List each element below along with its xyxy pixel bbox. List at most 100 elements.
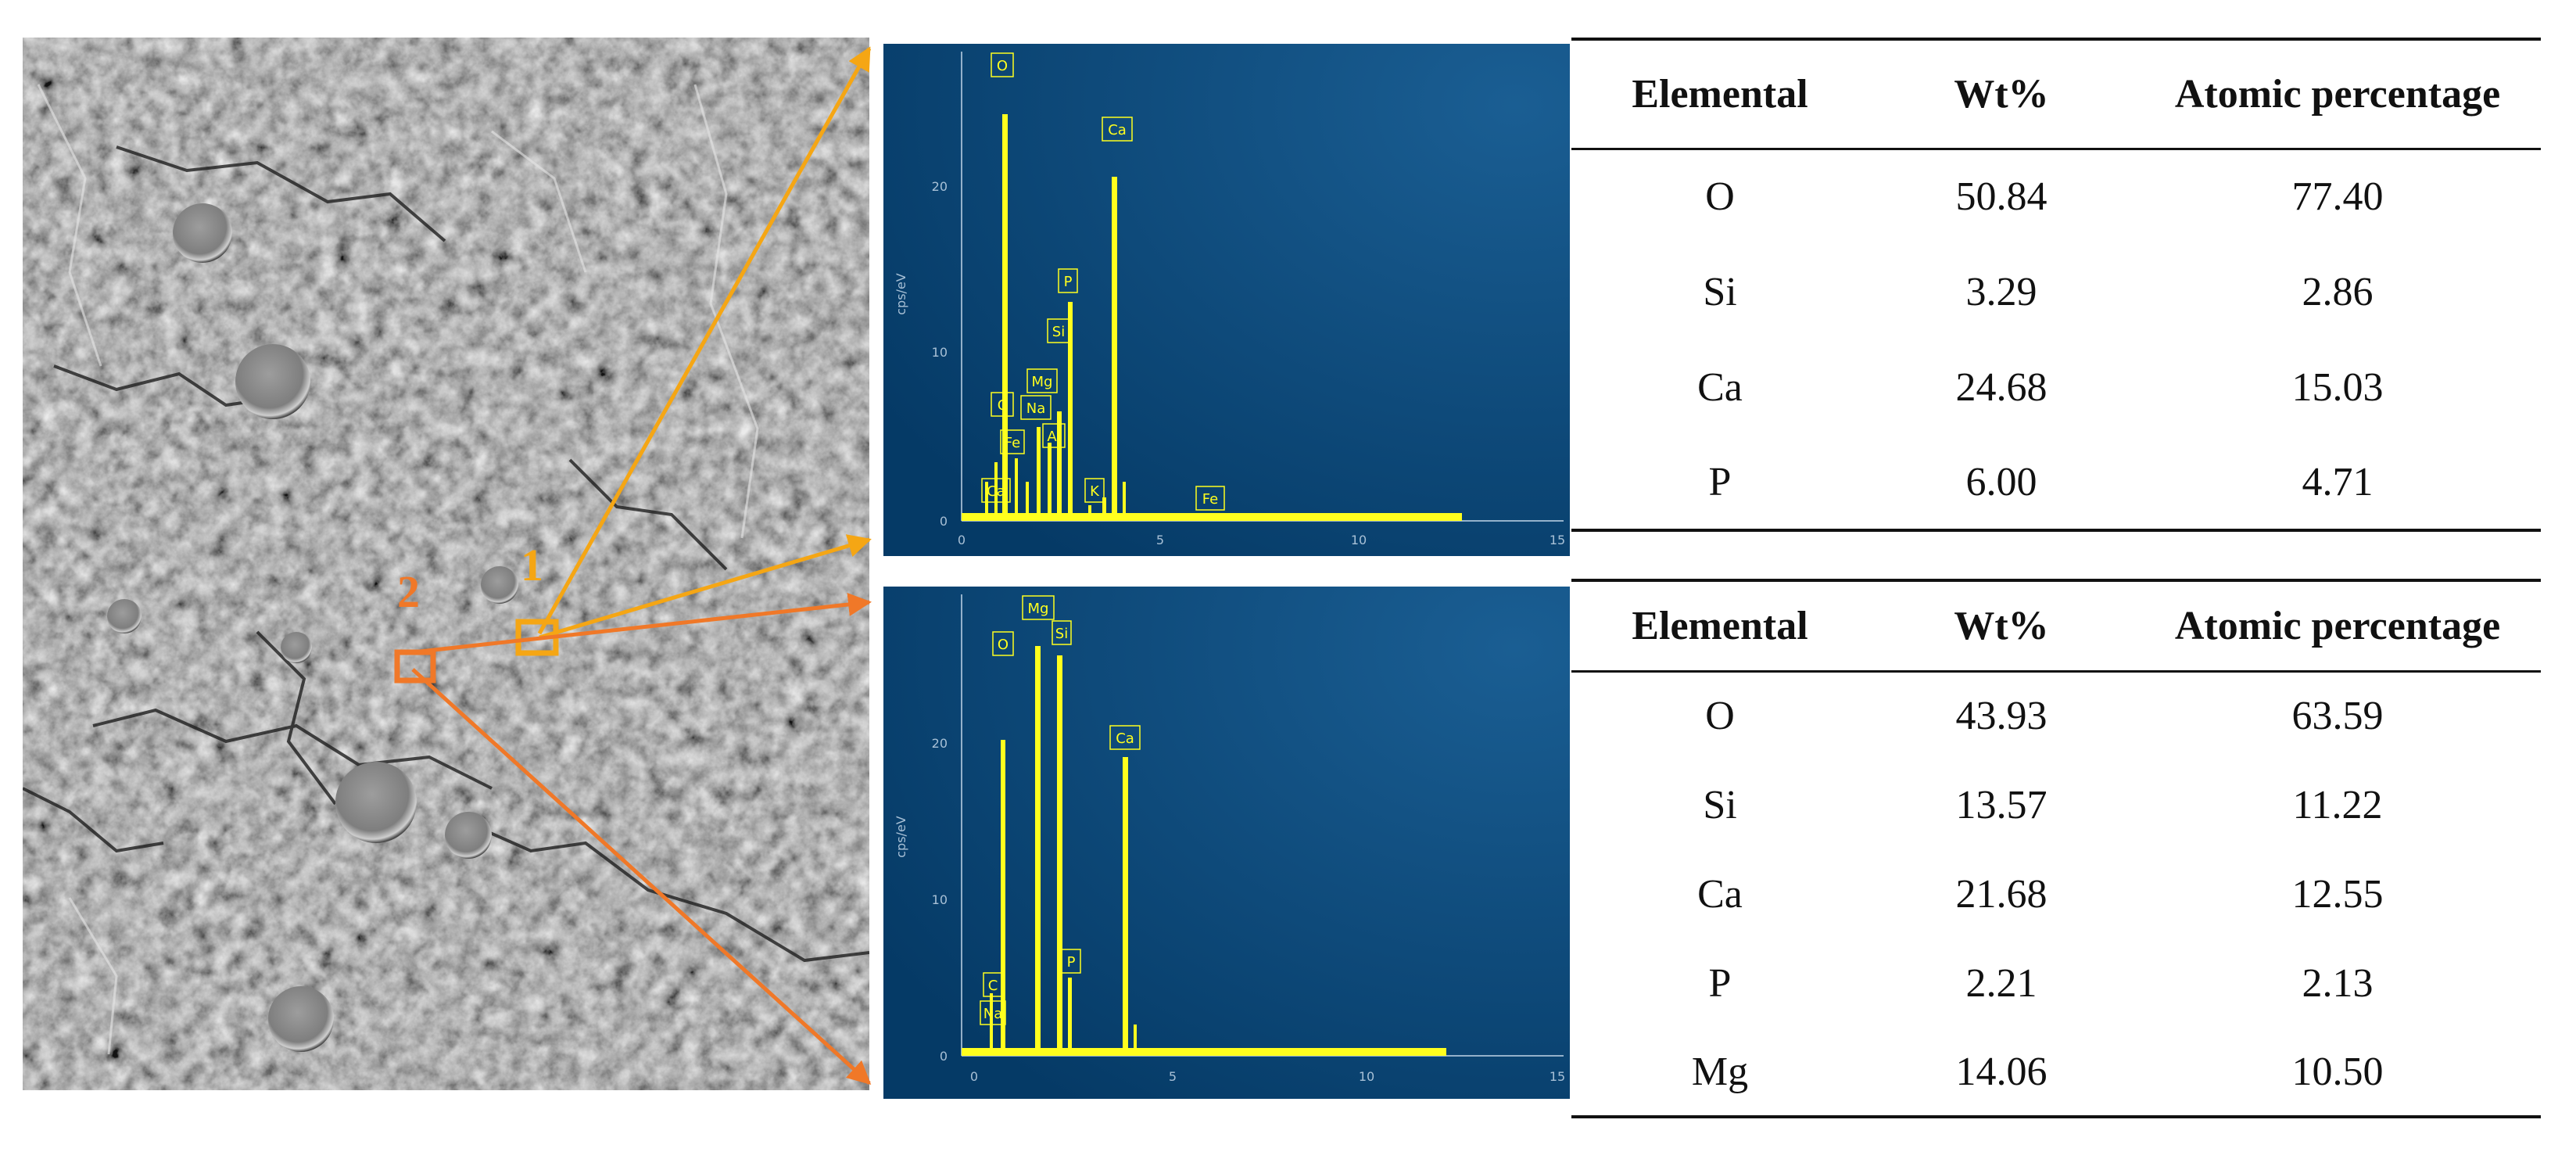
peak [1134, 1025, 1137, 1056]
y-axis-label: cps/eV [894, 273, 908, 315]
peak [1057, 411, 1062, 521]
x-tick-label: 0 [970, 1069, 978, 1084]
sem-texture [23, 38, 869, 1090]
peak [1068, 302, 1073, 521]
atomic-cell: 77.40 [2291, 174, 2384, 220]
peak-label: C [988, 978, 998, 994]
wt-cell: 24.68 [1955, 364, 2048, 410]
peak-label: Fe [1005, 435, 1020, 451]
table-header-row: Elemental Wt% Atomic percentage [1571, 580, 2541, 673]
peak-label: Mg [1032, 374, 1053, 390]
table-row: Ca 21.68 12.55 [1571, 849, 2541, 938]
atomic-cell: 4.71 [2302, 459, 2374, 504]
peak [985, 482, 988, 521]
table-row: Ca 24.68 15.03 [1571, 339, 2541, 435]
peak-label: Si [1052, 324, 1065, 340]
element-cell: Si [1703, 782, 1737, 827]
table-row: Mg 14.06 10.50 [1571, 1028, 2541, 1117]
peak-label: Ca [1108, 122, 1127, 138]
peak [1035, 646, 1041, 1056]
element-cell: P [1708, 459, 1732, 504]
element-cell: O [1705, 174, 1735, 220]
y-tick-label: 20 [932, 736, 948, 751]
peak [1026, 482, 1029, 521]
y-tick-label: 10 [932, 892, 948, 907]
peak-label: C [998, 397, 1008, 414]
y-tick-label: 20 [932, 179, 948, 194]
atomic-cell: 2.13 [2302, 960, 2374, 1006]
wt-cell: 21.68 [1955, 871, 2048, 917]
peak-label: Na [1026, 400, 1046, 417]
peak-label: K [1090, 483, 1100, 500]
peak-label: P [1064, 274, 1073, 290]
peak-label: O [997, 58, 1008, 74]
atomic-cell: 2.86 [2302, 269, 2374, 314]
element-cell: O [1705, 694, 1735, 739]
table-header-row: Elemental Wt% Atomic percentage [1571, 39, 2541, 150]
table-row: P 6.00 4.71 [1571, 435, 2541, 530]
x-tick-label: 10 [1359, 1069, 1374, 1084]
table-row: Si 3.29 2.86 [1571, 244, 2541, 339]
peak-labels [980, 595, 1141, 1025]
table-row: P 2.21 2.13 [1571, 938, 2541, 1028]
peak-label: Ca [1116, 730, 1134, 747]
header-elemental: Elemental [1571, 39, 1868, 150]
peak [1048, 443, 1052, 521]
atomic-cell: 11.22 [2292, 782, 2383, 827]
y-tick-label: 0 [940, 514, 948, 529]
header-atomic-percentage: Atomic percentage [2134, 580, 2541, 673]
table-row: O 43.93 63.59 [1571, 671, 2541, 760]
peak-label: P [1067, 954, 1076, 971]
header-atomic-percentage: Atomic percentage [2134, 39, 2541, 150]
wt-cell: 14.06 [1955, 1049, 2048, 1094]
peak-label: Fe [1202, 491, 1218, 508]
spectrum-trace [962, 114, 1462, 521]
spectrum-background [883, 587, 1570, 1099]
y-axis-label: cps/eV [894, 816, 908, 858]
atomic-cell: 10.50 [2291, 1049, 2384, 1094]
atomic-cell: 15.03 [2291, 364, 2384, 410]
peak [1001, 740, 1005, 1056]
peak-label: Ca [987, 483, 1005, 500]
spectrum-baseline [962, 1048, 1446, 1056]
y-tick-label: 10 [932, 345, 948, 360]
peak [1057, 655, 1062, 1056]
peak-label: Al [1047, 429, 1060, 445]
peak [1002, 114, 1008, 521]
spectrum-baseline [962, 513, 1462, 521]
peak-label: Mg [1028, 601, 1049, 617]
x-tick-label: 5 [1156, 533, 1164, 547]
peak-label: O [998, 637, 1009, 653]
eds-spectrum-1: 0 10 20 0 5 10 15 cps/eV [883, 44, 1570, 556]
x-tick-label: 5 [1169, 1069, 1177, 1084]
header-wt-percent: Wt% [1868, 580, 2134, 673]
peak-label: Na [983, 1006, 1003, 1022]
x-tick-label: 0 [958, 533, 966, 547]
peak [1123, 482, 1126, 521]
peak [1015, 458, 1018, 521]
eds-table-1: Elemental Wt% Atomic percentage O 50.84 … [1571, 38, 2541, 532]
atomic-cell: 63.59 [2291, 694, 2384, 739]
element-cell: Ca [1697, 871, 1743, 917]
peak [1068, 978, 1072, 1056]
table-row: O 50.84 77.40 [1571, 149, 2541, 244]
element-cell: Ca [1697, 364, 1743, 410]
element-cell: P [1708, 960, 1732, 1006]
header-elemental: Elemental [1571, 580, 1868, 673]
x-tick-label: 15 [1550, 533, 1565, 547]
element-cell: Mg [1691, 1049, 1749, 1094]
peak [1123, 757, 1128, 1056]
table-row: Si 13.57 11.22 [1571, 760, 2541, 849]
wt-cell: 3.29 [1965, 269, 2037, 314]
eds-spectrum-2: 0 10 20 0 5 10 15 cps/eV Mg O Si Ca P C … [883, 587, 1570, 1099]
wt-cell: 50.84 [1955, 174, 2048, 220]
y-tick-label: 0 [940, 1049, 948, 1064]
wt-cell: 2.21 [1965, 960, 2037, 1006]
atomic-cell: 12.55 [2291, 871, 2384, 917]
element-cell: Si [1703, 269, 1737, 314]
peak [1037, 427, 1041, 521]
peak-label: Si [1055, 626, 1068, 642]
x-tick-label: 15 [1550, 1069, 1565, 1084]
spectrum-background [883, 44, 1570, 556]
peak-labels [981, 52, 1225, 511]
